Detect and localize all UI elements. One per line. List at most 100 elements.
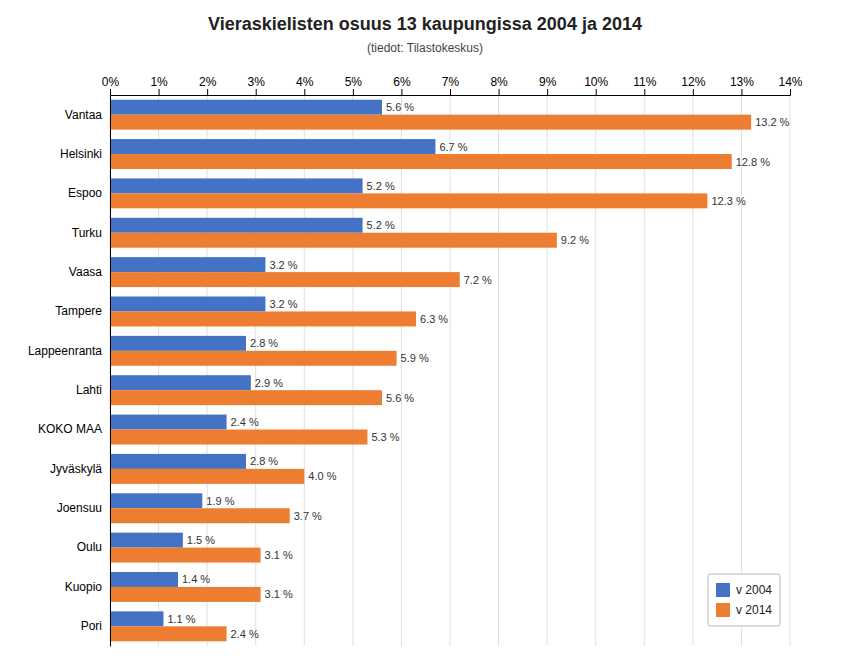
data-label: 5.9 %: [401, 352, 429, 364]
tick-mark: [256, 89, 257, 95]
data-label: 3.7 %: [294, 510, 322, 522]
legend-item: v 2004: [716, 583, 772, 597]
tick: Kuopio: [65, 580, 103, 594]
tick: KOKO MAA: [38, 422, 102, 436]
tick: Tampere: [55, 304, 102, 318]
data-label: 7.2 %: [464, 274, 492, 286]
grid-line: [595, 95, 596, 646]
bar: [110, 178, 363, 193]
bar-series: [110, 100, 435, 627]
data-label: 12.8 %: [736, 156, 770, 168]
grid-line: [644, 95, 645, 646]
tick-label: Vaasa: [69, 265, 102, 279]
bar: [110, 218, 363, 233]
tick-label: 4%: [296, 75, 314, 89]
y-axis: VantaaHelsinkiEspooTurkuVaasaTampereLapp…: [28, 96, 111, 647]
tick: Vaasa: [69, 265, 102, 279]
grid-line: [158, 95, 159, 646]
data-label: 3.2 %: [269, 259, 297, 271]
grid-line: [255, 95, 256, 646]
grid-line: [790, 95, 791, 646]
tick: 14%: [778, 75, 802, 95]
data-label: 6.7 %: [439, 141, 467, 153]
data-label: 3.2 %: [269, 298, 297, 310]
bar: [110, 257, 265, 272]
bar: [110, 100, 382, 115]
legend-swatch: [716, 603, 730, 617]
bar: [110, 311, 416, 326]
plot: 0%1%2%3%4%5%6%7%8%9%10%11%12%13%14%Vanta…: [28, 75, 803, 647]
bar: [110, 572, 178, 587]
bar: [110, 415, 227, 430]
tick: Pori: [81, 619, 102, 633]
grid-line: [741, 95, 742, 646]
tick-label: 1%: [150, 75, 168, 89]
tick-label: 5%: [345, 75, 363, 89]
bar: [110, 154, 732, 169]
data-label: 2.4 %: [231, 416, 259, 428]
tick: 5%: [345, 75, 363, 95]
tick-mark: [159, 89, 160, 95]
legend-label: v 2014: [736, 603, 772, 617]
subtitle: (tiedot: Tilastokeskus): [367, 41, 483, 55]
tick-label: Joensuu: [57, 501, 102, 515]
bar: [110, 375, 251, 390]
tick: 2%: [199, 75, 217, 95]
tick-label: 11%: [633, 75, 656, 89]
tick-label: 0%: [102, 75, 120, 89]
tick: Jyväskylä: [50, 462, 102, 476]
tick: Espoo: [68, 186, 102, 200]
data-label: 1.9 %: [206, 495, 234, 507]
data-label: 2.8 %: [250, 337, 278, 349]
bar: [110, 508, 290, 523]
data-label: 12.3 %: [711, 195, 745, 207]
bars: [110, 100, 751, 642]
data-label: 5.2 %: [367, 219, 395, 231]
tick-label: 9%: [539, 75, 557, 89]
bar: [110, 272, 460, 287]
axis-line: [110, 96, 111, 647]
data-label: 9.2 %: [561, 234, 589, 246]
tick: 10%: [584, 75, 608, 95]
tick: 6%: [393, 75, 411, 95]
bar: [110, 587, 261, 602]
data-label: 5.6 %: [386, 392, 414, 404]
tick-label: Espoo: [68, 186, 102, 200]
bar: [110, 626, 227, 641]
tick-mark: [596, 89, 597, 95]
tick-mark: [304, 89, 305, 95]
tick: Lahti: [76, 383, 102, 397]
tick: 11%: [633, 75, 656, 95]
bar-series: [110, 115, 751, 642]
tick-mark: [741, 89, 742, 95]
tick-mark: [450, 89, 451, 95]
grid-line: [547, 95, 548, 646]
data-label: 5.6 %: [386, 101, 414, 113]
title: Vieraskielisten osuus 13 kaupungissa 200…: [208, 14, 642, 34]
grid-line: [110, 95, 111, 646]
tick: 13%: [730, 75, 754, 95]
tick-label: 14%: [778, 75, 802, 89]
tick: Turku: [72, 226, 102, 240]
bar: [110, 469, 304, 484]
legend-label: v 2004: [736, 583, 772, 597]
tick-label: KOKO MAA: [38, 422, 102, 436]
x-axis: 0%1%2%3%4%5%6%7%8%9%10%11%12%13%14%: [102, 75, 803, 96]
tick-label: Oulu: [77, 540, 102, 554]
tick: 1%: [150, 75, 168, 95]
tick: Lappeenranta: [28, 344, 102, 358]
tick-label: 3%: [248, 75, 266, 89]
tick-label: 13%: [730, 75, 754, 89]
tick-label: 2%: [199, 75, 217, 89]
bar: [110, 139, 435, 154]
tick: 3%: [248, 75, 266, 95]
tick-label: 8%: [490, 75, 508, 89]
tick-mark: [693, 89, 694, 95]
tick-mark: [110, 89, 111, 95]
grid: [110, 95, 790, 646]
tick-label: 12%: [681, 75, 705, 89]
legend-swatch: [716, 583, 730, 597]
tick-label: Jyväskylä: [50, 462, 102, 476]
tick-mark: [499, 89, 500, 95]
data-label: 2.4 %: [231, 628, 259, 640]
